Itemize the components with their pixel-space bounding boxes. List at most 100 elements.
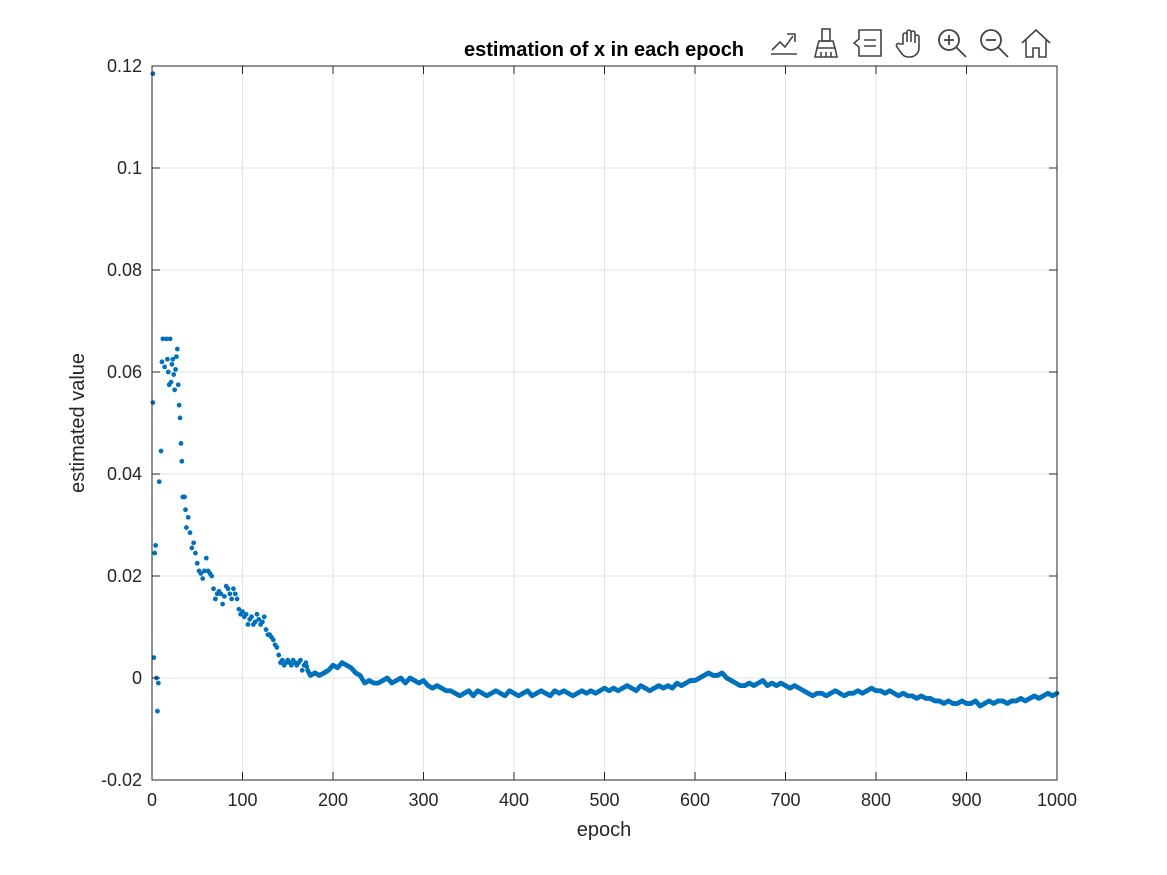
data-point (183, 525, 189, 530)
data-point (200, 576, 206, 581)
y-tick-label: 0.02 (107, 566, 142, 586)
data-point (193, 550, 198, 556)
data-point (174, 354, 179, 360)
data-point (191, 540, 197, 546)
data-point (209, 573, 215, 579)
y-tick-label: -0.02 (101, 770, 142, 790)
home-icon[interactable] (1018, 23, 1054, 63)
data-point (260, 619, 265, 625)
data-point (256, 616, 262, 622)
data-point (158, 448, 164, 454)
data-point (171, 372, 177, 377)
data-point (189, 545, 195, 551)
data-point (174, 346, 180, 352)
data-point (156, 479, 162, 485)
zoom-out-icon[interactable] (976, 23, 1012, 63)
data-point (243, 611, 249, 617)
x-tick-label: 0 (147, 790, 157, 810)
data-point (274, 645, 280, 650)
data-point (150, 400, 156, 405)
x-tick-label: 300 (408, 790, 438, 810)
data-point (164, 336, 169, 342)
axis-ticks: 0 100 200 300 400 500 600 700 800 900 1000-0.0200.… (101, 56, 1077, 810)
y-tick-label: 0 (132, 668, 142, 688)
data-point (183, 507, 188, 513)
data-point (168, 379, 174, 385)
data-point (177, 415, 183, 421)
data-point (164, 356, 170, 362)
data-point (236, 606, 242, 612)
y-tick-label: 0.06 (107, 362, 142, 382)
data-point (179, 458, 185, 464)
data-point (150, 71, 156, 77)
x-tick-label: 600 (680, 790, 710, 810)
data-point (276, 652, 282, 658)
y-tick-label: 0.04 (107, 464, 142, 484)
data-point (263, 627, 269, 632)
zoom-in-icon[interactable] (934, 23, 970, 63)
data-point (232, 591, 238, 597)
data-point (211, 586, 216, 592)
data-point (175, 382, 181, 388)
data-point (173, 367, 178, 372)
data-point (298, 657, 303, 663)
x-tick-label: 800 (861, 790, 891, 810)
data-point (159, 359, 165, 365)
data-point (229, 596, 235, 602)
data-point (203, 555, 209, 561)
data-point (212, 596, 218, 602)
data-point (151, 655, 157, 660)
pan-icon[interactable] (892, 23, 928, 63)
data-point (270, 637, 276, 643)
data-point (249, 614, 254, 620)
brush-icon[interactable] (808, 23, 844, 63)
data-point (220, 601, 225, 607)
datatip-icon[interactable] (850, 23, 886, 63)
data-point (227, 591, 233, 597)
data-point (160, 336, 166, 342)
data-point (304, 664, 310, 669)
data-point (240, 609, 245, 615)
data-point (187, 530, 193, 536)
y-tick-label: 0.08 (107, 260, 142, 280)
x-tick-label: 500 (589, 790, 619, 810)
data-point (167, 336, 173, 342)
y-tick-label: 0.12 (107, 56, 142, 76)
x-axis-label: epoch (577, 819, 632, 841)
data-point (198, 571, 204, 576)
data-point (288, 662, 294, 668)
export-icon[interactable] (766, 23, 802, 63)
data-point (165, 369, 171, 375)
data-point (299, 667, 305, 673)
data-point (176, 402, 182, 408)
data-point (303, 660, 309, 666)
x-tick-label: 100 (227, 790, 257, 810)
data-point (218, 591, 224, 597)
data-point (155, 708, 160, 714)
data-point (279, 657, 285, 663)
data-point (170, 356, 176, 362)
data-point (155, 680, 161, 686)
data-point (222, 594, 227, 599)
data-point (178, 441, 184, 446)
data-point (225, 586, 231, 592)
data-point (153, 543, 159, 548)
data-point (261, 614, 267, 620)
data-point (245, 622, 251, 627)
y-axis-label: estimated value (67, 353, 89, 493)
data-point (252, 619, 258, 625)
data-point (185, 514, 191, 520)
x-tick-label: 1000 (1037, 790, 1077, 810)
data-point (182, 494, 187, 500)
data-point (172, 387, 178, 393)
x-tick-label: 200 (318, 790, 348, 810)
data-point (194, 560, 200, 566)
data-point (152, 550, 158, 556)
y-tick-label: 0.1 (117, 158, 142, 178)
data-point (162, 364, 168, 370)
data-points (150, 71, 1060, 714)
data-point (254, 611, 260, 617)
data-point (202, 568, 207, 574)
axes-toolbar (766, 22, 1054, 64)
